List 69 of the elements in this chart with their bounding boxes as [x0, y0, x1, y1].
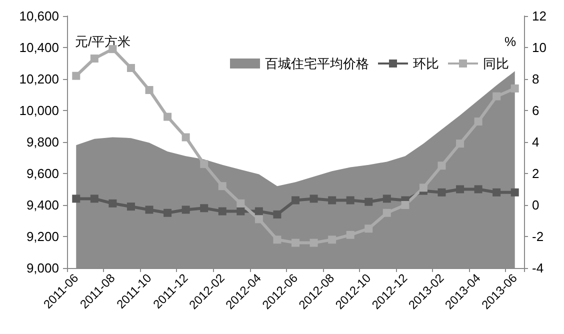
point: [90, 194, 98, 203]
point: [254, 207, 263, 216]
y2-tick-label: -4: [532, 260, 544, 276]
point: [310, 194, 318, 203]
point: [273, 210, 282, 218]
y2-tick-label: 2: [532, 166, 540, 181]
point: [273, 236, 282, 244]
point: [72, 194, 80, 203]
point: [72, 72, 80, 80]
point: [292, 238, 300, 247]
point: [510, 84, 519, 92]
point: [382, 208, 391, 217]
point: [218, 207, 226, 216]
legend-label: 百城住宅平均价格: [265, 56, 369, 71]
legend-label: 环比: [413, 56, 439, 71]
point: [145, 206, 154, 214]
point: [364, 224, 373, 233]
point: [164, 112, 172, 121]
point: [382, 194, 391, 203]
point: [346, 196, 354, 204]
point: [254, 215, 263, 224]
y-tick-label: 10,600: [19, 8, 59, 24]
point: [474, 185, 482, 194]
y-tick-label: 9,200: [26, 229, 59, 244]
point: [126, 202, 135, 211]
point: [310, 238, 318, 247]
point: [346, 230, 354, 239]
point: [200, 160, 208, 168]
point: [145, 86, 154, 94]
y-tick-label: 9,800: [26, 134, 59, 150]
point: [218, 182, 226, 190]
point: [419, 184, 428, 192]
point: [328, 196, 336, 204]
y-tick-label: 10,400: [19, 40, 59, 55]
point: [182, 206, 190, 214]
point: [328, 236, 336, 244]
y-tick-label: 10,000: [19, 103, 59, 118]
point: [200, 204, 208, 212]
y2-tick-label: 0: [532, 198, 540, 212]
y2-tick-label: 10: [532, 40, 546, 55]
point: [126, 64, 135, 72]
point: [510, 188, 519, 196]
y-tick-label: 9,400: [26, 198, 59, 212]
point: [492, 188, 501, 196]
y2-tick-label: 6: [532, 103, 540, 118]
point: [474, 118, 482, 126]
point: [492, 92, 501, 100]
point: [292, 196, 300, 204]
y2-tick-label: 4: [532, 134, 540, 150]
point: [456, 140, 464, 148]
point: [90, 54, 98, 63]
y-tick-label: 10,200: [19, 72, 59, 86]
y-tick-label: 9,600: [26, 166, 59, 181]
y2-axis-title: %: [504, 34, 516, 49]
y2-tick-label: 12: [532, 8, 546, 24]
point: [438, 188, 446, 196]
point: [182, 133, 190, 142]
point: [401, 201, 410, 209]
y2-tick-label: 8: [532, 72, 540, 86]
y2-tick-label: -2: [532, 229, 544, 244]
point: [164, 208, 172, 217]
point: [438, 162, 446, 170]
point: [456, 185, 464, 194]
y-tick-label: 9,000: [26, 260, 59, 276]
point: [108, 199, 117, 208]
legend-label: 同比: [483, 56, 509, 71]
point: [236, 207, 245, 216]
point: [236, 199, 245, 208]
point: [364, 198, 373, 206]
